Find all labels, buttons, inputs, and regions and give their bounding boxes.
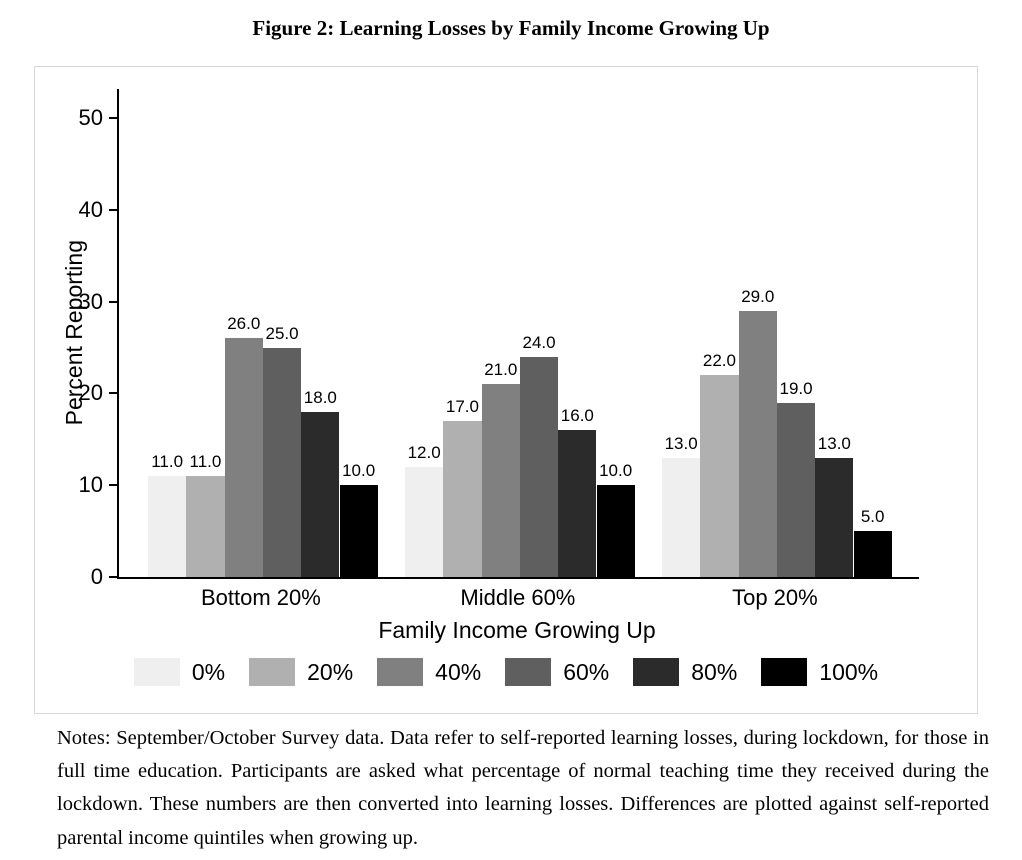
bar bbox=[262, 347, 302, 577]
bar bbox=[558, 430, 597, 577]
legend-swatch bbox=[761, 658, 808, 686]
legend-item: 100% bbox=[761, 658, 878, 686]
bar bbox=[405, 466, 444, 577]
legend-swatch bbox=[249, 658, 296, 686]
y-axis-tick bbox=[109, 484, 117, 487]
y-axis-tick bbox=[109, 300, 117, 303]
x-axis-title: Family Income Growing Up bbox=[378, 617, 656, 643]
y-axis-title: Percent Reporting bbox=[61, 89, 88, 577]
y-axis-tick-label: 30 bbox=[78, 288, 103, 314]
y-axis-tick-label: 50 bbox=[78, 105, 103, 130]
bar-value-label: 17.0 bbox=[445, 396, 479, 416]
legend: 0% 20% 40% 60% 80% 100% bbox=[35, 658, 977, 686]
bar-value-label: 11.0 bbox=[151, 452, 184, 472]
bar-value-label: 10.0 bbox=[599, 461, 633, 481]
bar-value-label: 21.0 bbox=[484, 360, 518, 380]
legend-item: 40% bbox=[377, 658, 481, 686]
figure-title: Figure 2: Learning Losses by Family Inco… bbox=[252, 16, 770, 40]
bar-value-label: 11.0 bbox=[189, 452, 222, 472]
legend-item: 0% bbox=[133, 658, 226, 686]
bar-value-label: 22.0 bbox=[702, 351, 736, 371]
y-axis-tick-label: 10 bbox=[78, 472, 103, 498]
bar-value-label: 26.0 bbox=[227, 314, 261, 334]
bar bbox=[815, 457, 854, 577]
bar-value-label: 13.0 bbox=[817, 433, 851, 453]
bar bbox=[186, 476, 225, 577]
bar-value-label: 5.0 bbox=[860, 507, 885, 527]
legend-swatch bbox=[633, 658, 680, 686]
bar-value-label: 25.0 bbox=[265, 323, 299, 343]
legend-item: 20% bbox=[249, 658, 353, 686]
legend-item-label: 100% bbox=[819, 658, 879, 685]
bar-value-label: 13.0 bbox=[664, 433, 698, 453]
legend-item-label: 20% bbox=[307, 658, 354, 685]
x-axis-category-label: Bottom 20% bbox=[200, 585, 321, 610]
y-axis-tick-label: 0 bbox=[90, 564, 103, 589]
legend-swatch bbox=[377, 658, 424, 686]
legend-swatch bbox=[133, 658, 180, 686]
bar bbox=[519, 356, 559, 577]
bar-value-label: 24.0 bbox=[522, 332, 556, 352]
bar bbox=[853, 531, 892, 577]
bar bbox=[662, 457, 701, 577]
bar bbox=[443, 420, 482, 577]
bar-value-label: 29.0 bbox=[741, 286, 775, 306]
bar-value-label: 19.0 bbox=[779, 378, 813, 398]
legend-item: 80% bbox=[633, 658, 737, 686]
figure-notes: Notes: September/October Survey data. Da… bbox=[57, 727, 989, 849]
bar bbox=[596, 485, 635, 577]
bar-value-label: 10.0 bbox=[342, 461, 376, 481]
y-axis-tick-label: 20 bbox=[78, 380, 103, 406]
x-axis-category-labels: Bottom 20% Middle 60% Top 20% bbox=[117, 585, 917, 611]
bar bbox=[776, 402, 816, 577]
legend-item: 60% bbox=[505, 658, 609, 686]
y-axis-tick bbox=[109, 208, 117, 211]
bar bbox=[224, 338, 263, 577]
x-axis-category-label: Top 20% bbox=[732, 585, 818, 610]
legend-item-label: 0% bbox=[191, 658, 226, 685]
y-axis-tick bbox=[109, 392, 117, 395]
y-axis-tick bbox=[109, 576, 117, 578]
bar bbox=[301, 411, 340, 577]
y-axis-tick-label: 40 bbox=[78, 196, 103, 222]
bar bbox=[148, 476, 187, 577]
bar-value-label: 16.0 bbox=[560, 406, 594, 426]
bar bbox=[738, 310, 777, 577]
chart-box: Percent Reporting 0 10 20 30 40 50 11.0 12.0 13.… bbox=[34, 66, 978, 714]
legend-swatch bbox=[505, 658, 552, 686]
bar bbox=[339, 485, 378, 577]
legend-item-label: 40% bbox=[435, 658, 482, 685]
bar bbox=[481, 384, 520, 577]
legend-item-label: 80% bbox=[691, 658, 738, 685]
bar bbox=[700, 375, 739, 577]
legend-item-label: 60% bbox=[563, 658, 610, 685]
bar-value-label: 18.0 bbox=[303, 387, 337, 407]
x-axis-category-label: Middle 60% bbox=[460, 585, 576, 610]
bar-value-label: 12.0 bbox=[407, 442, 441, 462]
y-axis-tick bbox=[109, 117, 117, 119]
plot-area: 0 10 20 30 40 50 11.0 12.0 13.0 11.0 17.0 22.0 26.0 2… bbox=[79, 89, 919, 588]
